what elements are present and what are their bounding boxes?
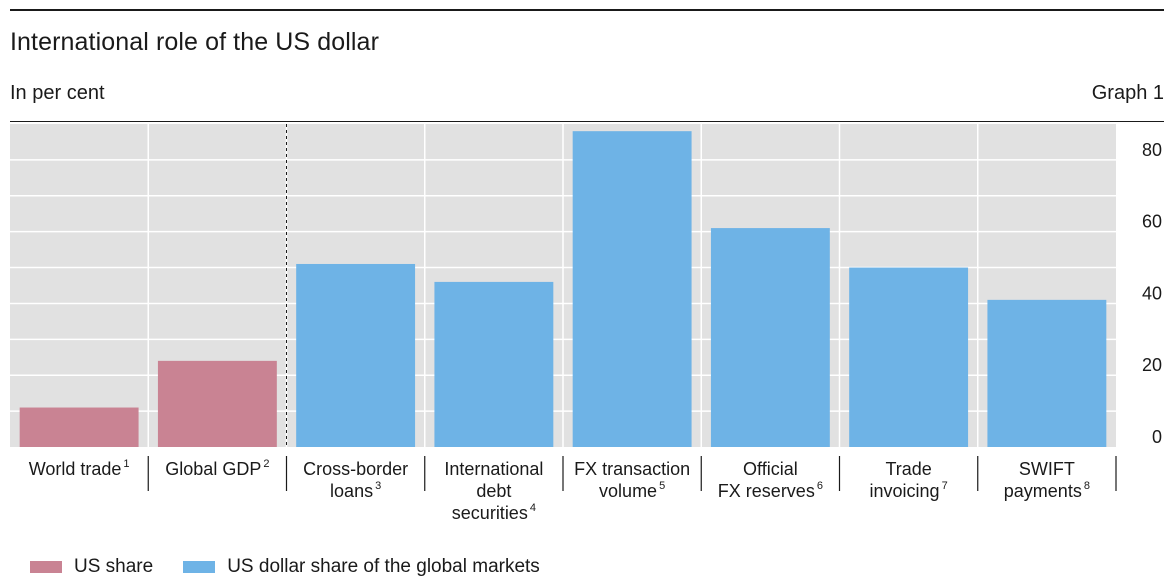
bar-world-trade	[19, 407, 139, 447]
bar-fx-transaction-volume	[572, 131, 692, 447]
bar-chart: 0 20 40 60 80 World trade 1 Global GDP 2 Cross-bo…	[10, 124, 1162, 523]
x-category-label: International	[444, 459, 543, 479]
subtitle-rule	[10, 121, 1164, 122]
top-rule	[10, 9, 1164, 11]
x-category-label: payments 8	[1004, 480, 1090, 501]
bar-swift-payments	[987, 299, 1107, 447]
x-category-label: Cross-border	[303, 459, 408, 479]
legend-label-dollar-share: US dollar share of the global markets	[227, 556, 540, 577]
x-category-label: Global GDP 2	[165, 458, 269, 479]
legend-item-us-share: US share	[30, 556, 153, 578]
y-tick-label: 0	[1152, 427, 1162, 447]
x-category-label: FX reserves 6	[718, 480, 823, 501]
legend-item-dollar-share: US dollar share of the global markets	[183, 556, 540, 578]
x-category-label: SWIFT	[1019, 459, 1075, 479]
chart-subtitle: In per cent	[10, 82, 105, 104]
x-category-label: World trade 1	[29, 458, 130, 479]
x-category-label: volume 5	[599, 480, 665, 501]
x-category-label: debt	[476, 481, 511, 501]
x-category-label: FX transaction	[574, 459, 690, 479]
x-category-label: Official	[743, 459, 798, 479]
bar-international-debt-securities	[434, 281, 554, 447]
x-category-label: securities 4	[452, 502, 536, 523]
legend-label-us-share: US share	[74, 556, 154, 577]
y-tick-label: 60	[1142, 212, 1162, 232]
legend: US share US dollar share of the global m…	[30, 556, 570, 578]
bar-official-fx-reserves	[710, 228, 830, 447]
y-tick-label: 20	[1142, 355, 1162, 375]
chart-title: International role of the US dollar	[10, 28, 379, 56]
x-category-label: Trade	[885, 459, 931, 479]
x-category-label: loans 3	[330, 480, 381, 501]
bar-cross-border-loans	[296, 263, 416, 447]
y-tick-label: 40	[1142, 283, 1162, 303]
y-tick-label: 80	[1142, 140, 1162, 160]
graph-number: Graph 1	[1091, 82, 1164, 104]
legend-swatch-us-share	[30, 561, 62, 573]
legend-swatch-dollar-share	[183, 561, 216, 573]
bar-global-gdp	[157, 360, 277, 447]
bar-trade-invoicing	[849, 267, 969, 447]
x-category-label: invoicing 7	[870, 480, 948, 501]
